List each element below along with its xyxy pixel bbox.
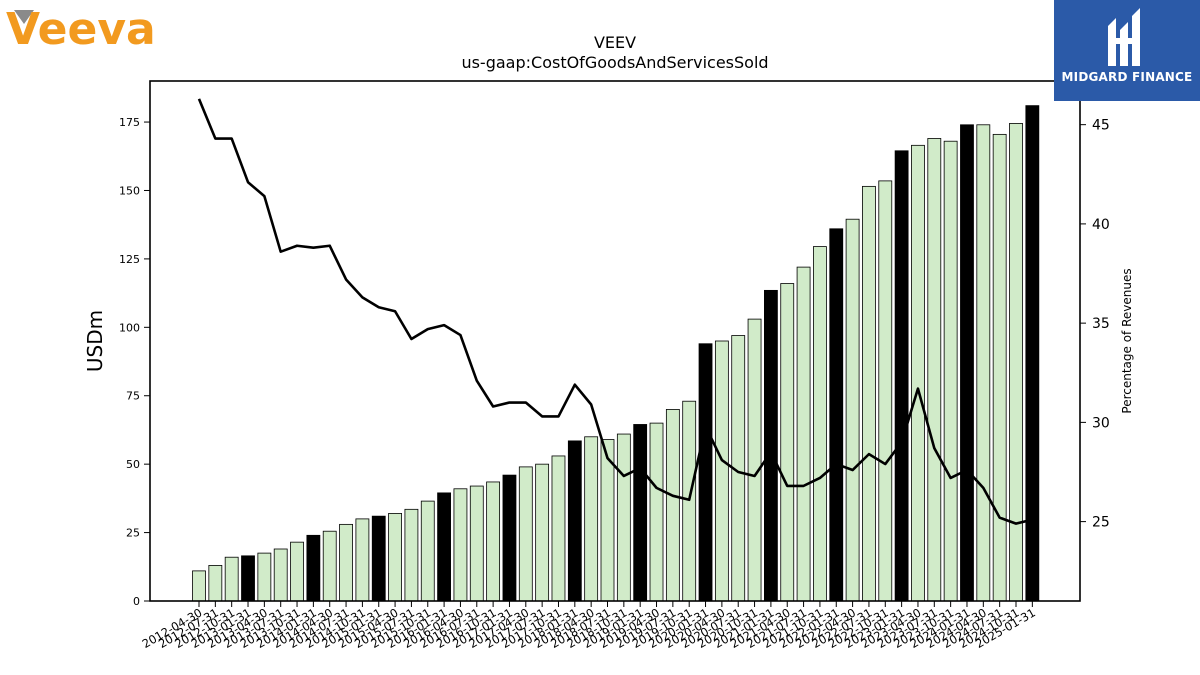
chart-subtitle: us-gaap:CostOfGoodsAndServicesSold [461,53,768,72]
bar-2014-10-31 [355,518,370,602]
percentage-line [197,98,1033,525]
y-tick-label: 25 [126,527,140,540]
y2-tick-label: 35 [1092,316,1110,332]
line-series [197,98,1033,525]
bar-2014-04-30 [322,530,337,602]
y2-tick-label: 45 [1092,118,1110,134]
bar-2019-10-31 [682,400,697,602]
bar-2019-01-31 [633,424,648,602]
y2-tick-label: 40 [1092,217,1110,233]
bar-2024-01-31 [960,124,974,602]
midgard-finance-logo: MIDGARD FINANCE [1054,0,1200,101]
bar-2014-07-31 [339,523,353,602]
bar-2020-04-30 [714,340,729,602]
y-tick-label: 175 [119,116,140,129]
bar-2022-04-30 [845,218,860,602]
bar-2022-07-31 [862,185,876,602]
bar-2015-04-30 [388,513,402,602]
veeva-logo-text: Veeva [6,4,156,48]
y2-tick-label: 30 [1092,415,1110,431]
bar-2012-07-31 [208,565,223,602]
bar-2019-04-30 [649,422,664,602]
midgard-finance-logo-mark [1108,8,1140,66]
bar-2023-04-30 [911,144,925,602]
y-tick-label: 150 [119,184,140,197]
bar-2017-04-30 [518,466,533,602]
bar-2021-10-31 [813,246,827,602]
bar-2012-10-31 [224,556,239,602]
y-tick-label: 100 [119,321,140,334]
bar-series [192,105,1040,602]
bar-2024-04-30 [976,124,991,602]
bar-2022-01-31 [829,228,844,602]
veeva-logo-mark [14,10,34,24]
bar-2016-04-30 [453,488,468,602]
bar-2020-01-31 [698,343,713,602]
chart-title: VEEV [594,33,636,52]
bar-2017-01-31 [502,474,517,602]
plot-frame [149,80,1081,602]
y-tick-label: 75 [126,390,140,403]
bar-2016-07-31 [469,485,484,602]
bar-2015-07-31 [404,508,419,602]
bar-2014-01-31 [306,534,321,602]
bar-2019-07-31 [665,409,680,602]
bar-2012-04-30 [192,570,206,602]
bar-2013-01-31 [241,555,255,602]
bar-2023-01-31 [894,150,909,602]
bar-2013-04-30 [257,552,272,602]
bar-2018-10-31 [616,433,631,602]
y-axis-label: USDm [83,310,107,372]
bar-2018-01-31 [567,440,582,602]
y-tick-label: 50 [126,458,140,471]
bar-2021-07-31 [796,266,811,602]
bar-2025-01-31 [1025,105,1040,602]
bar-2021-01-31 [764,289,778,602]
bar-2023-07-31 [927,138,942,602]
midgard-finance-logo-text: MIDGARD FINANCE [1061,70,1193,84]
y-tick-label: 0 [133,595,140,608]
bar-2016-01-31 [437,492,452,602]
y2-tick-label: 25 [1092,515,1110,531]
y-tick-label: 125 [119,253,140,266]
bar-2024-07-31 [992,133,1007,602]
axes: 025507510012515017525303540452012-04-302… [119,80,1110,651]
bar-2021-04-30 [780,283,795,602]
bar-2017-10-31 [551,455,566,602]
bar-2018-04-30 [584,436,599,602]
bar-2016-10-31 [486,481,501,602]
bar-2015-10-31 [420,500,435,602]
bar-2017-07-31 [535,463,550,602]
bar-2022-10-31 [878,180,893,602]
bar-2024-10-31 [1009,123,1023,602]
bar-2015-01-31 [371,515,386,602]
bar-2013-10-31 [290,541,304,602]
veeva-logo: Veeva [4,4,174,55]
y2-axis-label: Percentage of Revenues [1120,268,1134,413]
bar-2020-10-31 [747,318,762,602]
bar-2023-10-31 [943,140,958,602]
bar-2013-07-31 [273,548,288,602]
